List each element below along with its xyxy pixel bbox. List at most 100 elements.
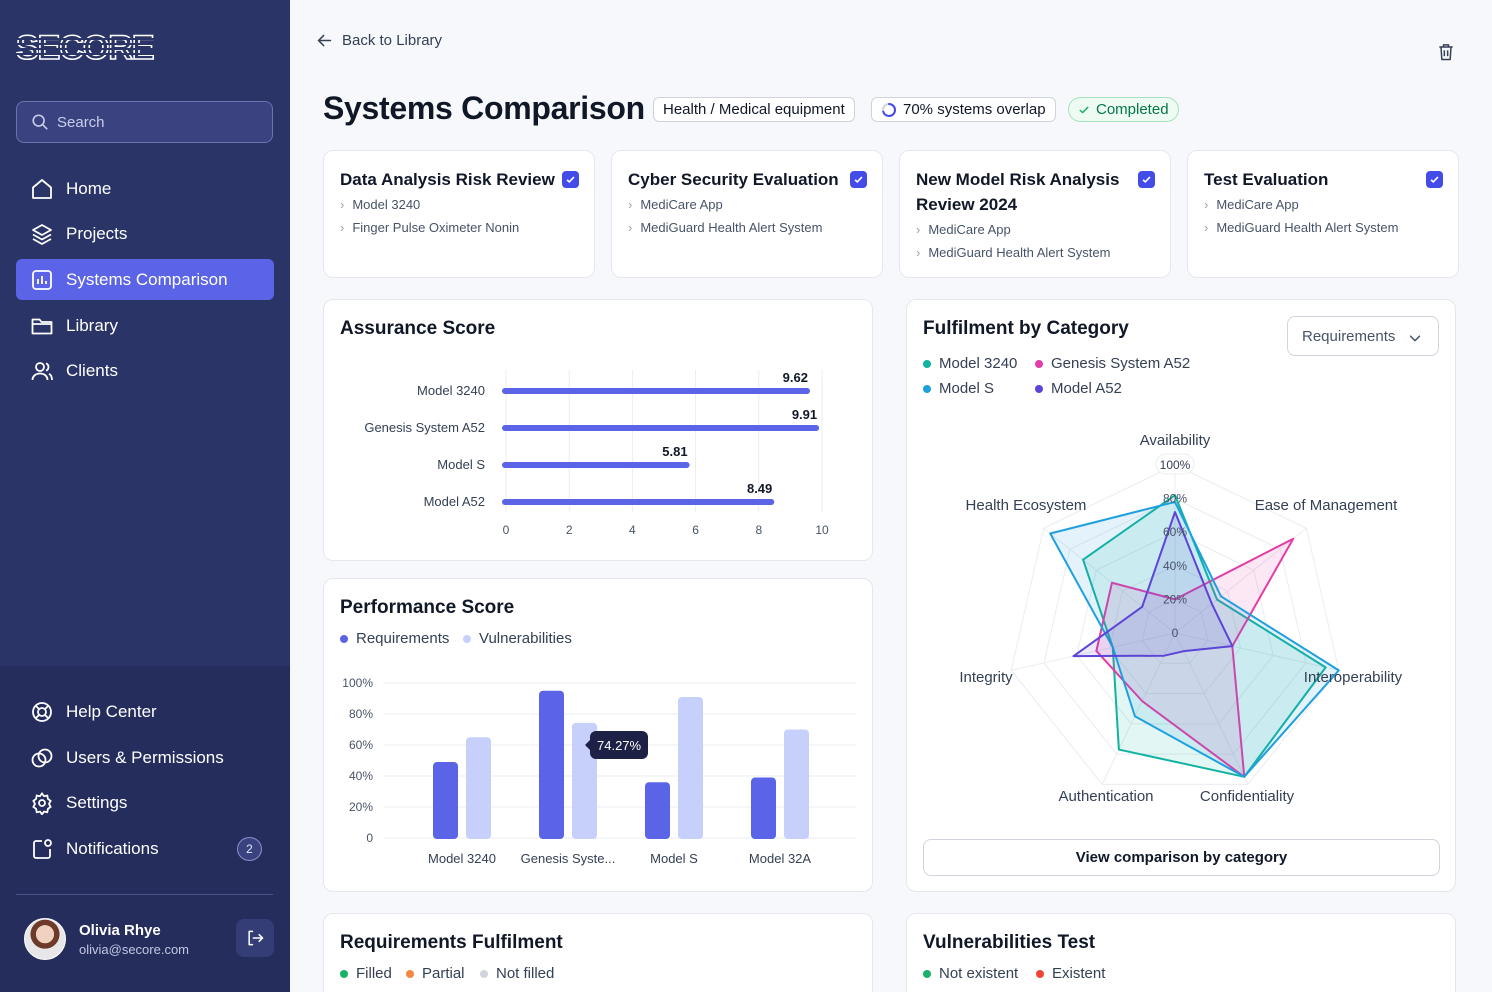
axis-label: Confidentiality [1200, 788, 1295, 805]
legend-label: Not filled [496, 965, 555, 982]
legend-dot [1035, 384, 1043, 393]
evaluation-item-label: MediGuard Health Alert System [1216, 220, 1399, 235]
legend-label: Model 3240 [939, 355, 1018, 372]
back-label: Back to Library [342, 32, 443, 49]
logo-text: SECORE [16, 30, 154, 64]
legend-item-existent: Existent [1036, 965, 1105, 982]
radar-axis-line [1174, 632, 1339, 671]
sidebar-item-users-permissions[interactable]: Users & Permissions [16, 737, 274, 778]
sidebar-item-systems-comparison[interactable]: Systems Comparison [16, 259, 274, 300]
check-icon [1079, 106, 1089, 113]
legend-label: Filled [356, 965, 392, 982]
evaluation-card[interactable]: Test Evaluation › MediCare App › MediGuard… [1187, 150, 1459, 278]
sidebar-item-label: Users & Permissions [66, 747, 224, 767]
back-to-library-link[interactable]: Back to Library [316, 32, 442, 49]
sidebar-item-label: Library [66, 315, 118, 335]
evaluation-card[interactable]: Cyber Security Evaluation › MediCare App … [611, 150, 883, 278]
legend-dot [1036, 969, 1044, 978]
legend-dot [340, 634, 348, 643]
sidebar-item-clients[interactable]: Clients [16, 350, 274, 391]
legend-item-model-3240: Model 3240 [923, 355, 1017, 372]
evaluation-checkbox[interactable] [850, 171, 867, 188]
category-label: Model 32A [749, 851, 811, 866]
sidebar-item-notifications[interactable]: Notifications 2 [16, 828, 274, 869]
x-tick-label: 0 [503, 523, 510, 537]
evaluation-item-label: MediCare App [640, 197, 723, 212]
legend-item-not-filled: Not filled [480, 965, 554, 982]
home-icon [32, 178, 52, 199]
chevron-right-icon: › [916, 222, 921, 237]
y-tick-label: 40% [349, 769, 373, 783]
category-chip: Health / Medical equipment [653, 97, 855, 122]
evaluation-item: › MediGuard Health Alert System [628, 220, 822, 235]
ring-label: 20% [1163, 592, 1187, 606]
sidebar-item-home[interactable]: Home [16, 168, 274, 209]
status-label: Completed [1096, 101, 1169, 118]
ring-label: 40% [1163, 559, 1187, 573]
axis-label: Authentication [1058, 788, 1153, 805]
radar-grid-ring [1076, 531, 1274, 725]
gear-icon [32, 791, 52, 815]
axis-label: Health Ecosystem [966, 497, 1087, 514]
legend-label: Existent [1052, 965, 1106, 982]
evaluation-title: Test Evaluation [1204, 170, 1329, 189]
evaluation-title: Cyber Security Evaluation [628, 170, 839, 189]
evaluation-checkbox[interactable] [562, 171, 579, 188]
evaluation-item: › MediCare App [1204, 197, 1299, 212]
logout-button[interactable] [236, 919, 274, 957]
legend-item-model-s: Model S [923, 380, 994, 397]
sidebar-item-projects[interactable]: Projects [16, 213, 274, 254]
sidebar-item-label: Systems Comparison [66, 269, 228, 289]
user-profile[interactable]: Olivia Rhye olivia@secore.com [24, 918, 189, 960]
secore-logo[interactable]: SECORE [16, 30, 156, 64]
sidebar-item-library[interactable]: Library [16, 305, 274, 346]
bar-value-label: 8.49 [747, 481, 772, 496]
bar [645, 782, 670, 839]
view-comparison-button[interactable]: View comparison by category [923, 839, 1440, 876]
sidebar-item-settings[interactable]: Settings [16, 782, 274, 823]
ring-label: 80% [1163, 492, 1187, 506]
notification-icon [33, 838, 52, 859]
dropdown-value: Requirements [1302, 327, 1396, 345]
category-type-dropdown[interactable]: Requirements [1287, 316, 1439, 356]
ring-label: 100% [1160, 458, 1191, 472]
search-placeholder: Search [57, 113, 105, 131]
y-tick-label: 20% [349, 800, 373, 814]
legend-item-model-a52: Model A52 [1035, 380, 1122, 397]
radar-series-model-3240 [1082, 494, 1327, 778]
permissions-icon [31, 748, 53, 767]
evaluation-item-label: Finger Pulse Oximeter Nonin [352, 220, 520, 235]
x-tick-label: 4 [629, 523, 636, 537]
evaluation-card[interactable]: New Model Risk Analysis Review 2024 › Medi… [899, 150, 1171, 278]
chevron-down-icon [1409, 335, 1421, 342]
folder-icon [31, 318, 53, 334]
bar-value-label: 5.81 [662, 444, 687, 459]
performance-score-title: Performance Score [340, 597, 515, 618]
performance-score-card: Performance Score Requirements Vulnerabi… [323, 578, 873, 892]
life-buoy-icon [32, 701, 52, 722]
y-tick-label: 100% [342, 676, 373, 690]
legend-label: Model A52 [1051, 380, 1122, 397]
delete-button[interactable] [1436, 42, 1456, 67]
axis-label: Interoperability [1304, 669, 1403, 686]
evaluation-title-line: New Model Risk Analysis [916, 170, 1120, 189]
bar-chart-square-icon [32, 269, 52, 290]
radar-grid-ring [1141, 598, 1209, 664]
fulfilment-title: Fulfilment by Category [923, 318, 1129, 339]
radar-axis-line [1101, 632, 1176, 785]
evaluation-card[interactable]: Data Analysis Risk Review › Model 3240 › F… [323, 150, 595, 278]
evaluation-checkbox[interactable] [1426, 171, 1443, 188]
logout-icon [248, 930, 264, 946]
sidebar-item-help-center[interactable]: Help Center [16, 691, 274, 732]
radar-grid-ring [1043, 498, 1307, 755]
fulfilment-by-category-card: Fulfilment by Category Requirements Mode… [906, 299, 1456, 892]
evaluation-item: › Model 3240 [340, 197, 420, 212]
category-label: Model A52 [424, 494, 485, 509]
search-input[interactable]: Search [16, 101, 273, 143]
legend-item-vulnerabilities: Vulnerabilities [463, 630, 572, 647]
chevron-right-icon: › [340, 220, 345, 235]
evaluation-checkbox[interactable] [1138, 171, 1155, 188]
legend-label: Not existent [939, 965, 1019, 982]
notifications-count-badge: 2 [237, 836, 262, 861]
radar-grid-ring [1108, 565, 1242, 695]
